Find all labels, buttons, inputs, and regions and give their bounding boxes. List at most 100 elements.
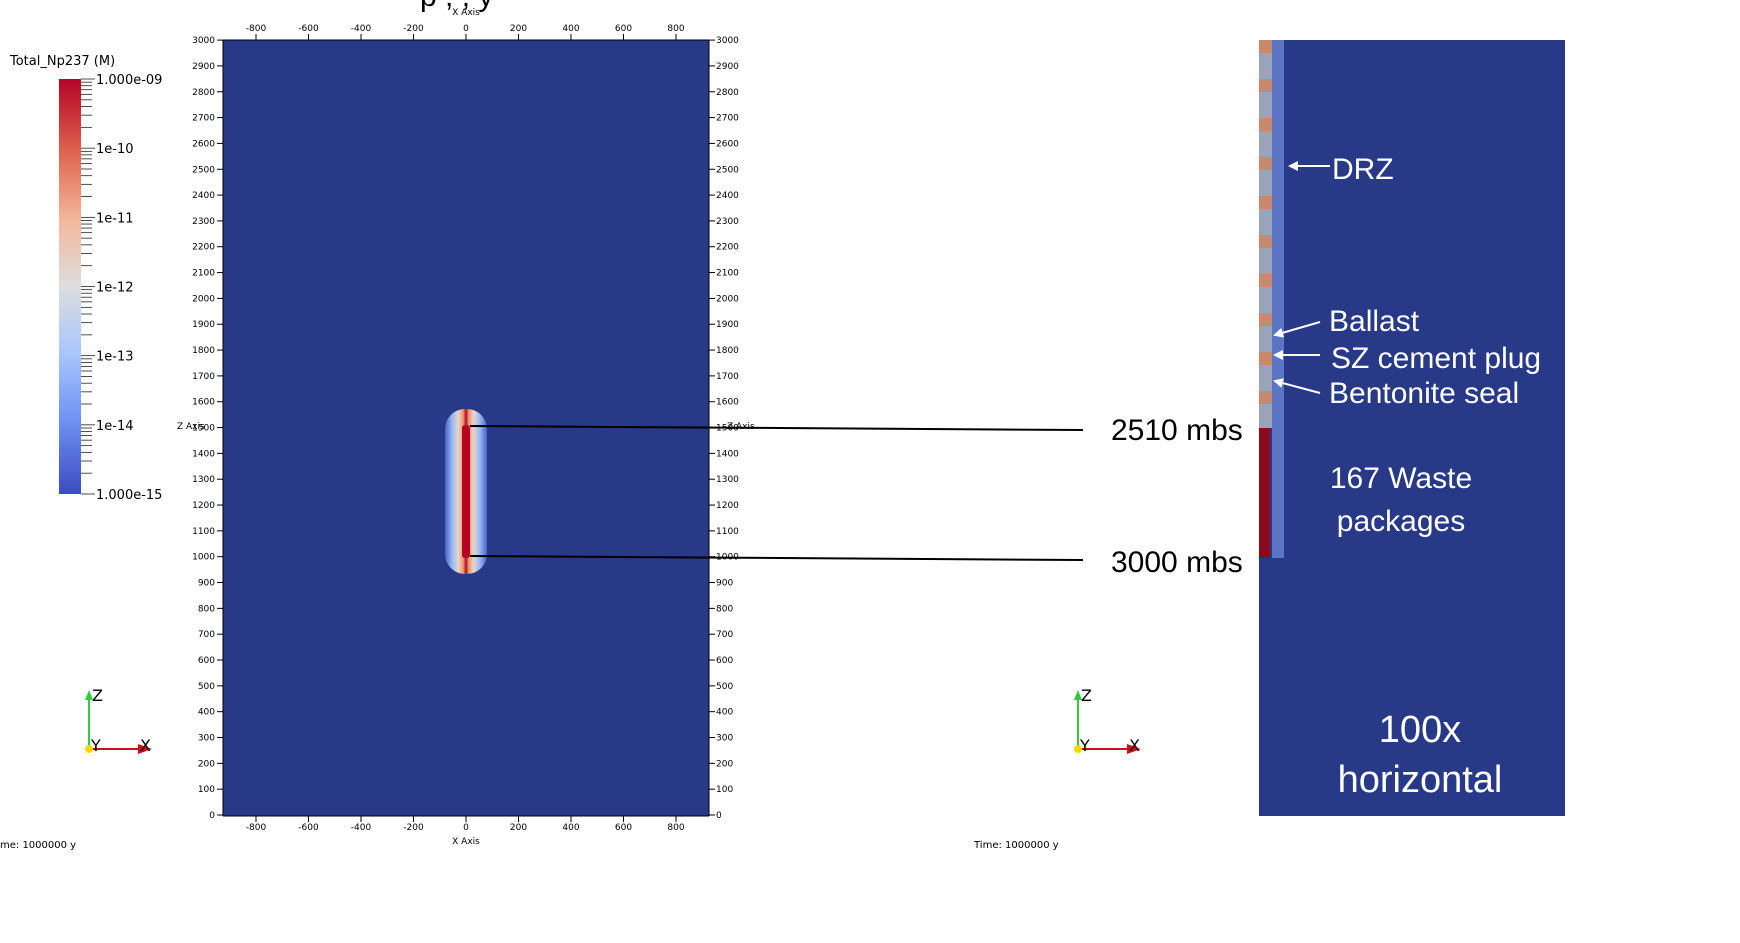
z-tick-label: 600	[198, 656, 215, 666]
ballast-label: Ballast	[1329, 305, 1420, 338]
x-tick-label: 600	[615, 24, 632, 34]
z-tick-label: 1800	[716, 346, 739, 356]
drz-column	[1272, 40, 1284, 558]
waste-label-line1: 167 Waste	[1330, 462, 1472, 495]
z-tick-label: 2500	[192, 165, 215, 175]
drz-label: DRZ	[1332, 153, 1394, 186]
waste-label-line2: packages	[1337, 505, 1465, 538]
colorbar-label: 1e-13	[96, 350, 134, 365]
waste-package-column	[1259, 428, 1270, 558]
z-tick-label: 2100	[192, 269, 215, 279]
z-tick-label: 2800	[192, 88, 215, 98]
z-tick-label: 700	[198, 630, 215, 640]
borehole-layer	[1259, 66, 1272, 79]
z-tick-label: 0	[716, 811, 722, 821]
borehole-layer	[1259, 300, 1272, 313]
borehole-layer	[1259, 40, 1272, 53]
x-tick-label: 0	[463, 823, 469, 833]
y-axis-dot	[85, 745, 93, 753]
z-tick-label: 2600	[716, 139, 739, 149]
z-tick-label: 1900	[192, 320, 215, 330]
z-tick-label: 100	[716, 785, 733, 795]
x-tick-label: -600	[298, 24, 319, 34]
z-axis-arrowhead	[1074, 690, 1082, 700]
borehole-layer	[1259, 261, 1272, 274]
z-tick-label: 2600	[192, 139, 215, 149]
x-tick-label: 800	[667, 24, 684, 34]
borehole-layer	[1259, 378, 1272, 391]
borehole-layer	[1259, 287, 1272, 300]
z-tick-label: 2400	[192, 191, 215, 201]
z-tick-label: 2000	[192, 294, 215, 304]
x-tick-label: -200	[403, 24, 424, 34]
borehole-layer	[1259, 326, 1272, 339]
detail-background	[1259, 40, 1565, 816]
borehole-layer	[1259, 53, 1272, 66]
z-tick-label: 1500	[192, 424, 215, 434]
z-tick-label: 100	[198, 785, 215, 795]
x-tick-label: -800	[246, 24, 267, 34]
orient-x-label: X	[140, 736, 151, 755]
x-tick-label: -800	[246, 823, 267, 833]
z-axis-title-left: Z Axis	[177, 422, 205, 432]
z-tick-label: 1700	[192, 372, 215, 382]
borehole-layer	[1259, 170, 1272, 183]
borehole-layer	[1259, 209, 1272, 222]
z-tick-label: 2300	[192, 217, 215, 227]
orientation-axes-left: Z Y X	[85, 686, 152, 755]
z-tick-label: 300	[716, 734, 733, 744]
x-tick-label: 200	[510, 24, 527, 34]
orient-x-label: X	[1129, 736, 1140, 755]
colorbar-label: 1e-14	[96, 419, 134, 434]
z-tick-label: 500	[198, 682, 215, 692]
borehole-layer	[1259, 404, 1272, 417]
orient-y-label: Y	[90, 736, 101, 755]
x-tick-label: 0	[463, 24, 469, 34]
z-tick-label: 1100	[716, 527, 739, 537]
colorbar: Total_Np237 (M) 1.000e-09 1e-10 1e-11 1e-12…	[9, 54, 162, 503]
x-tick-label: -400	[351, 823, 372, 833]
z-tick-label: 1200	[192, 501, 215, 511]
z-tick-label: 1700	[716, 372, 739, 382]
z-tick-label: 2200	[716, 243, 739, 253]
z-tick-label: 1000	[192, 553, 215, 563]
z-tick-label: 200	[198, 759, 215, 769]
borehole-layer	[1259, 339, 1272, 352]
z-tick-label: 0	[209, 811, 215, 821]
z-tick-label: 1900	[716, 320, 739, 330]
borehole-layer	[1259, 352, 1272, 365]
z-tick-label: 900	[198, 579, 215, 589]
orient-z-label: Z	[92, 686, 103, 705]
z-tick-label: 500	[716, 682, 733, 692]
bentonite-label: Bentonite seal	[1329, 377, 1519, 410]
colorbar-gradient	[59, 79, 81, 494]
borehole-layer	[1259, 157, 1272, 170]
colorbar-label: 1e-11	[96, 211, 134, 226]
borehole-layer	[1259, 183, 1272, 196]
x-tick-label: -600	[298, 823, 319, 833]
x-tick-label: 800	[667, 823, 684, 833]
time-label-right: Time: 1000000 y	[973, 840, 1059, 851]
z-tick-label: 1300	[716, 475, 739, 485]
z-tick-label: 800	[198, 604, 215, 614]
z-tick-label: 900	[716, 579, 733, 589]
bentonite-arrow	[1273, 378, 1321, 394]
detail-panel: DRZ Ballast SZ cement plug Bentonite sea…	[1259, 40, 1565, 816]
colorbar-title: Total_Np237 (M)	[9, 54, 115, 69]
z-tick-label: 3000	[192, 36, 215, 46]
z-tick-label: 1100	[192, 527, 215, 537]
colorbar-labels: 1.000e-09 1e-10 1e-11 1e-12 1e-13 1e-14 1.000e…	[96, 73, 162, 503]
sz-plug-label: SZ cement plug	[1331, 342, 1541, 375]
z-tick-label: 400	[198, 708, 215, 718]
borehole-layer	[1259, 222, 1272, 235]
ballast-arrow	[1273, 321, 1321, 338]
z-tick-label: 2300	[716, 217, 739, 227]
z-tick-label: 300	[198, 734, 215, 744]
x-axis-arrowhead	[138, 744, 152, 754]
scale-label-line2: horizontal	[1338, 759, 1503, 801]
borehole-layer	[1259, 391, 1272, 404]
borehole-layer	[1259, 365, 1272, 378]
borehole-layer	[1259, 313, 1272, 326]
colorbar-label: 1.000e-15	[96, 488, 162, 503]
